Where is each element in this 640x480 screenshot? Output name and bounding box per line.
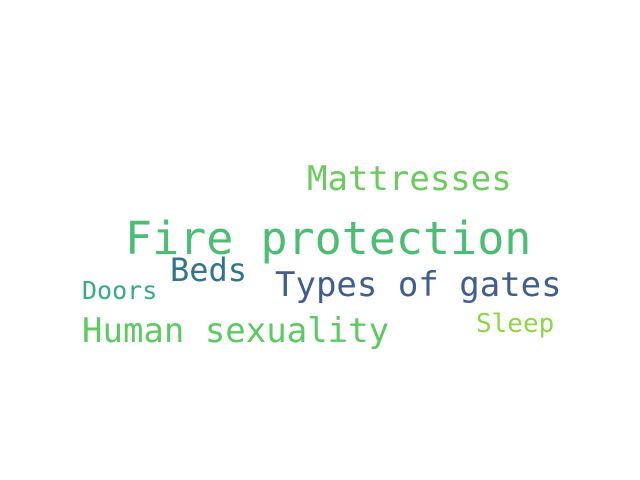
word-sleep: Sleep [476,309,555,339]
word-mattresses: Mattresses [307,159,512,199]
word-types-of-gates: Types of gates [275,265,562,305]
word-fire-protection: Fire protection [125,212,532,265]
word-beds: Beds [170,251,248,289]
word-doors: Doors [82,276,158,305]
word-human-sexuality: Human sexuality [82,311,390,351]
